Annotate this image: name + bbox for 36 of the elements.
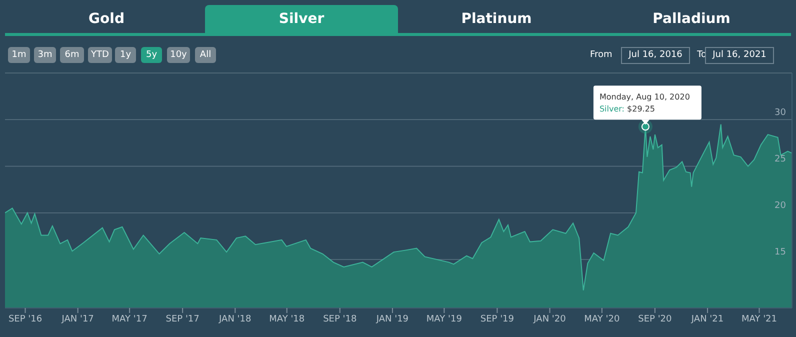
text: Palladium <box>652 10 732 29</box>
y-tick-label: 25 <box>774 154 786 164</box>
x-tick-label: SEP '20 <box>638 314 672 324</box>
x-tick-label: JAN '20 <box>532 314 566 324</box>
x-tick-label: MAY '21 <box>741 314 777 324</box>
x-tick-label: JAN '18 <box>218 314 252 324</box>
x-tick-label: MAY '20 <box>584 314 620 324</box>
annotation: Monday, Aug 10, 2020 <box>599 92 690 102</box>
text: 10y <box>167 47 190 63</box>
text: From <box>590 49 612 62</box>
y-tick-label: 20 <box>774 201 786 212</box>
x-tick-label: SEP '18 <box>323 314 357 324</box>
x-tick-label: SEP '19 <box>480 314 514 324</box>
text: Jul 16, 2021 <box>705 47 774 64</box>
y-tick-label: 30 <box>774 108 786 118</box>
text: 3m <box>34 47 56 63</box>
x-tick-label: SEP '17 <box>166 314 200 324</box>
text: 5y <box>141 47 162 63</box>
x-tick-label: JAN '21 <box>690 314 724 324</box>
x-tick-label: SEP '16 <box>8 314 42 324</box>
text: YTD <box>88 47 112 63</box>
x-tick-label: MAY '19 <box>426 314 462 324</box>
x-tick-label: MAY '18 <box>269 314 305 324</box>
text: Gold <box>88 10 126 29</box>
text: Jul 16, 2016 <box>621 47 690 64</box>
x-tick-label: JAN '19 <box>375 314 409 324</box>
x-tick-label: JAN '17 <box>60 314 94 324</box>
y-tick-label: 15 <box>774 248 786 258</box>
x-tick-label: MAY '17 <box>112 314 148 324</box>
annotation: Silver: $29.25 <box>599 104 656 114</box>
text: Platinum <box>460 10 533 29</box>
text: All <box>195 47 216 63</box>
text: 6m <box>60 47 84 63</box>
text: Silver <box>205 5 398 33</box>
text: 1y <box>115 47 136 63</box>
text: 1m <box>8 47 30 63</box>
